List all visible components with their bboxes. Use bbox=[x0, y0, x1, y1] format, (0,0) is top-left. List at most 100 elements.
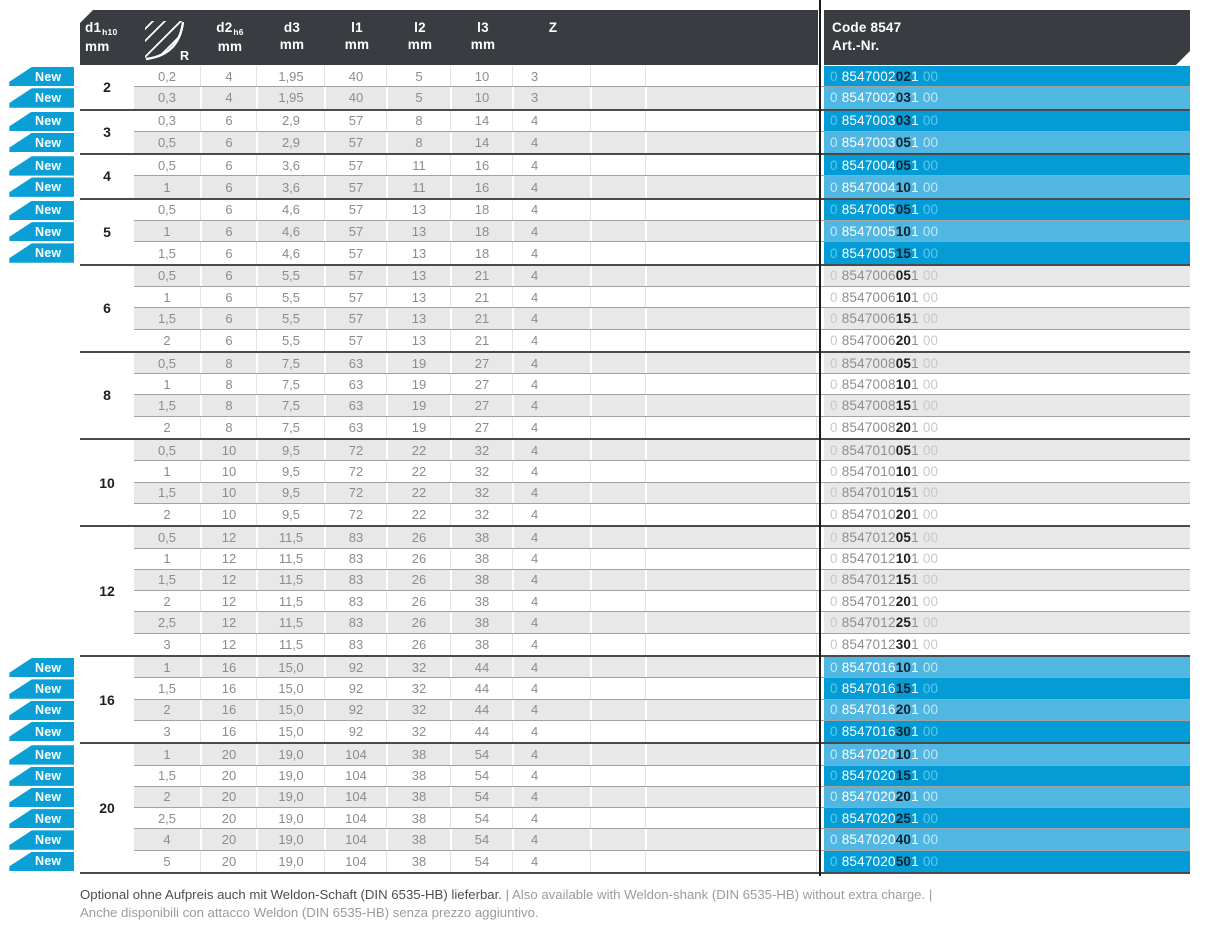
cell-filler bbox=[647, 330, 816, 351]
cell-z: 4 bbox=[514, 131, 590, 154]
cell-d3: 19,0 bbox=[258, 851, 324, 872]
cell-r: 0,3 bbox=[134, 111, 200, 131]
cell-z: 4 bbox=[514, 808, 590, 828]
code-variant: 15 bbox=[895, 245, 912, 261]
cell-d2: 12 bbox=[202, 569, 256, 591]
badge-slot: New bbox=[0, 744, 80, 765]
cell-z: 4 bbox=[514, 440, 590, 461]
cell-z: 4 bbox=[514, 504, 590, 525]
cell-d2: 20 bbox=[202, 744, 256, 765]
code-body: 8547008 bbox=[841, 419, 896, 435]
cell-d3: 9,5 bbox=[258, 504, 324, 525]
cell-r: 0,5 bbox=[134, 440, 200, 461]
cell-l1: 92 bbox=[326, 678, 386, 698]
cell-l2: 19 bbox=[388, 395, 450, 416]
code-body: 8547012 bbox=[841, 529, 896, 545]
cell-filler bbox=[647, 87, 816, 109]
cell-article-code: 0 8547002 02 1 00 bbox=[824, 66, 1190, 87]
badge-slot: New bbox=[0, 678, 80, 699]
cell-filler bbox=[647, 569, 816, 591]
code-suffix: 00 bbox=[922, 245, 939, 261]
cell-article-code: 0 8547012 30 1 00 bbox=[824, 634, 1190, 655]
new-badge-label: New bbox=[35, 682, 62, 696]
cell-l3: 44 bbox=[452, 721, 512, 742]
code-prefix: 0 bbox=[830, 463, 838, 479]
corner-radius-icon: R bbox=[145, 20, 189, 61]
cell-d3: 2,9 bbox=[258, 131, 324, 154]
table-row: 0,5 12 11,5 83 26 38 4 0 8547012 05 1 00 bbox=[134, 527, 1190, 549]
cell-z: 4 bbox=[514, 395, 590, 416]
badge-slot bbox=[0, 549, 80, 570]
cell-filler bbox=[647, 374, 816, 394]
group-d1-cell: 5 bbox=[80, 199, 134, 264]
code-prefix: 0 bbox=[830, 485, 838, 501]
table-row: 2 6 5,5 57 13 21 4 0 8547006 20 1 00 bbox=[134, 330, 1190, 351]
code-suffix: 00 bbox=[922, 789, 939, 805]
code-tail: 1 bbox=[911, 68, 919, 84]
cell-filler bbox=[647, 549, 816, 569]
cell-z: 4 bbox=[514, 634, 590, 655]
code-tail: 1 bbox=[911, 202, 919, 218]
cell-d3: 5,5 bbox=[258, 265, 324, 286]
cell-article-code: 0 8547002 03 1 00 bbox=[824, 87, 1190, 109]
tolerance-subscript: h6 bbox=[233, 27, 244, 37]
cell-l1: 83 bbox=[326, 569, 386, 591]
table-row: 1,5 16 15,0 92 32 44 4 0 8547016 15 1 00 bbox=[134, 678, 1190, 700]
cell-d3: 15,0 bbox=[258, 678, 324, 698]
cell-l3: 16 bbox=[452, 155, 512, 175]
cell-l1: 92 bbox=[326, 699, 386, 720]
table-row: 3 16 15,0 92 32 44 4 0 8547016 30 1 00 bbox=[134, 720, 1190, 743]
cell-d3: 11,5 bbox=[258, 527, 324, 548]
column-unit: mm bbox=[217, 39, 243, 54]
cell-z: 4 bbox=[514, 461, 590, 481]
cell-z: 4 bbox=[514, 111, 590, 131]
cell-filler bbox=[647, 417, 816, 438]
code-prefix: 0 bbox=[830, 593, 838, 609]
column-header-d1: d1h10 mm bbox=[80, 10, 134, 65]
code-variant: 20 bbox=[895, 593, 912, 609]
code-variant: 10 bbox=[895, 551, 912, 567]
cell-d3: 15,0 bbox=[258, 657, 324, 678]
new-badge: New bbox=[9, 787, 74, 808]
cell-article-code: 0 8547008 05 1 00 bbox=[824, 352, 1190, 374]
cell-filler bbox=[592, 504, 645, 525]
code-prefix: 0 bbox=[830, 724, 838, 740]
cell-article-code: 0 8547008 15 1 00 bbox=[824, 395, 1190, 416]
code-variant: 02 bbox=[895, 68, 912, 84]
cell-z: 4 bbox=[514, 678, 590, 698]
code-body: 8547002 bbox=[841, 68, 896, 84]
cell-article-code: 0 8547006 15 1 00 bbox=[824, 308, 1190, 329]
cell-r: 0,5 bbox=[134, 265, 200, 286]
cell-d3: 9,5 bbox=[258, 482, 324, 503]
new-badge: New bbox=[9, 177, 74, 197]
cell-d2: 12 bbox=[202, 612, 256, 633]
cell-l2: 19 bbox=[388, 417, 450, 438]
cell-r: 2 bbox=[134, 417, 200, 438]
cell-l3: 32 bbox=[452, 504, 512, 525]
cell-l3: 44 bbox=[452, 657, 512, 678]
cell-d3: 4,6 bbox=[258, 221, 324, 242]
code-suffix: 00 bbox=[922, 572, 939, 588]
cell-d3: 19,0 bbox=[258, 808, 324, 828]
code-prefix: 0 bbox=[830, 832, 838, 848]
cell-d2: 20 bbox=[202, 851, 256, 872]
code-variant: 10 bbox=[895, 179, 912, 195]
code-suffix: 00 bbox=[922, 507, 939, 523]
new-badge: New bbox=[9, 830, 74, 850]
cell-d3: 5,5 bbox=[258, 330, 324, 351]
code-prefix: 0 bbox=[830, 702, 838, 718]
cell-l2: 13 bbox=[388, 330, 450, 351]
code-prefix: 0 bbox=[830, 179, 838, 195]
code-variant: 05 bbox=[895, 202, 912, 218]
badge-slot bbox=[0, 570, 80, 591]
table-row: 2 10 9,5 72 22 32 4 0 8547010 20 1 00 bbox=[134, 504, 1190, 525]
cell-d2: 16 bbox=[202, 699, 256, 720]
cell-l1: 104 bbox=[326, 744, 386, 765]
cell-filler bbox=[647, 504, 816, 525]
cell-l2: 22 bbox=[388, 504, 450, 525]
cell-r: 1 bbox=[134, 374, 200, 394]
group-d1-value: 4 bbox=[103, 168, 111, 185]
group-body: 12 0,5 12 11,5 83 26 38 4 0 8547012 05 1 00 1 12 11,5 83… bbox=[80, 525, 1190, 656]
cell-article-code: 0 8547012 20 1 00 bbox=[824, 591, 1190, 611]
table-row: 2,5 20 19,0 104 38 54 4 0 8547020 25 1 00 bbox=[134, 808, 1190, 830]
